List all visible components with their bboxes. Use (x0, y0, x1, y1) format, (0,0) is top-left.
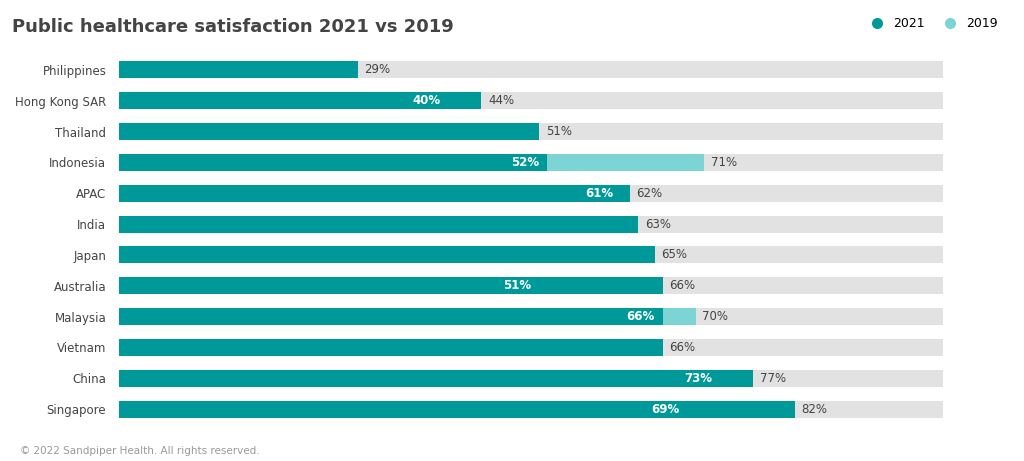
Text: 66%: 66% (670, 341, 695, 354)
Bar (119, 339, 943, 356)
Bar (119, 92, 943, 109)
Bar (119, 185, 622, 201)
Text: 51%: 51% (546, 125, 571, 138)
Bar (119, 92, 449, 109)
Bar (119, 123, 539, 140)
Bar (119, 370, 721, 387)
Bar (119, 277, 943, 294)
Text: 63%: 63% (645, 218, 671, 230)
Bar (119, 185, 630, 201)
Bar (119, 154, 548, 171)
Text: 69%: 69% (651, 402, 679, 415)
Text: 51%: 51% (503, 279, 530, 292)
Bar (119, 370, 943, 387)
Text: 66%: 66% (627, 310, 654, 323)
Bar (119, 154, 943, 171)
Bar (119, 61, 357, 78)
Bar (119, 308, 663, 325)
Text: 40%: 40% (412, 94, 440, 107)
Bar (119, 216, 638, 232)
Text: 73%: 73% (684, 372, 713, 385)
Bar (119, 277, 663, 294)
Bar (119, 308, 695, 325)
Text: 29%: 29% (365, 63, 390, 77)
Bar (119, 246, 943, 263)
Text: 70%: 70% (702, 310, 728, 323)
Bar (119, 401, 687, 418)
Bar (119, 123, 943, 140)
Bar (119, 277, 539, 294)
Bar (119, 401, 795, 418)
Text: 62%: 62% (636, 187, 663, 200)
Bar (119, 216, 943, 232)
Text: 71%: 71% (711, 156, 736, 169)
Text: 66%: 66% (670, 279, 695, 292)
Text: 61%: 61% (585, 187, 613, 200)
Text: 77%: 77% (760, 372, 786, 385)
Bar (119, 339, 663, 356)
Text: 44%: 44% (488, 94, 514, 107)
Bar (119, 246, 654, 263)
Text: Public healthcare satisfaction 2021 vs 2019: Public healthcare satisfaction 2021 vs 2… (11, 18, 454, 36)
Text: 82%: 82% (801, 402, 827, 415)
Legend: 2021, 2019: 2021, 2019 (859, 12, 1002, 35)
Text: 65%: 65% (662, 248, 687, 261)
Bar (119, 154, 703, 171)
Text: © 2022 Sandpiper Health. All rights reserved.: © 2022 Sandpiper Health. All rights rese… (20, 446, 260, 456)
Bar (119, 401, 943, 418)
Bar (119, 370, 754, 387)
Text: 52%: 52% (511, 156, 539, 169)
Bar (119, 185, 943, 201)
Bar (119, 92, 481, 109)
Bar (119, 61, 943, 78)
Bar (119, 308, 943, 325)
